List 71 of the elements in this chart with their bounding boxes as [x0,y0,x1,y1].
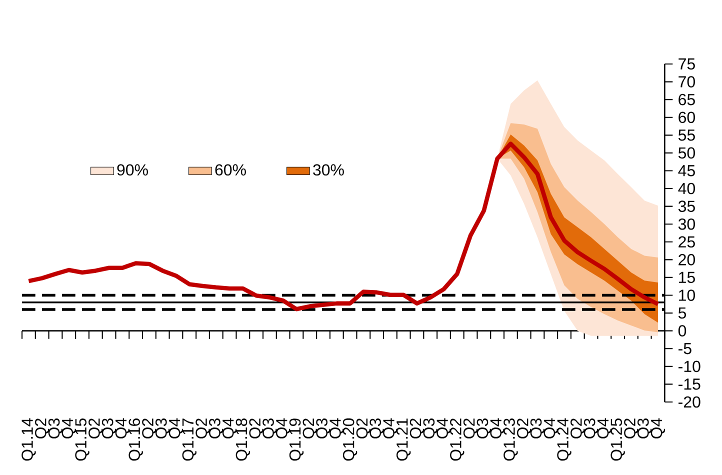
x-tick-label: Q3 [476,418,492,438]
y-tick-label: 70 [678,76,695,88]
x-tick-label: Q2 [356,418,371,438]
x-tick-label: Q1.25 [610,418,625,461]
y-tick-label: 45 [678,165,695,176]
x-tick-label: Q3 [262,418,277,438]
x-tick-label: Q3 [423,418,438,438]
x-tick-label: Q4 [115,418,130,438]
x-tick-label: Q1.20 [342,418,358,461]
legend-label: 30% [313,164,344,176]
y-tick-label: 0 [678,325,686,336]
x-tick-label: Q4 [436,418,451,438]
x-tick-label: Q3 [48,418,63,438]
y-tick-label: 10 [679,290,695,301]
x-tick-label: Q3 [156,418,170,438]
x-tick-label: Q2 [624,418,638,438]
y-tick-label: -10 [678,360,700,372]
x-tick-label: Q3 [209,418,224,438]
y-tick-label: 35 [678,200,695,212]
x-tick-label: Q4 [168,418,184,438]
x-tick-label: Q1.17 [182,418,196,461]
x-tick-label: Q3 [637,418,652,438]
x-tick-label: Q1.24 [557,418,572,461]
x-tick-label: Q1.16 [128,418,143,461]
y-tick-label: 50 [678,147,695,159]
y-tick-label: -20 [678,396,700,408]
legend-label: 60% [215,164,246,176]
y-tick-label: 20 [678,254,695,266]
legend-label: 90% [117,164,148,176]
x-tick-label: Q2 [88,418,103,438]
x-tick-label: Q2 [410,418,424,438]
x-tick-label: Q4 [383,418,398,438]
x-tick-label: Q2 [142,418,156,438]
x-tick-label: Q3 [316,418,330,438]
y-tick-label: 40 [678,182,695,194]
x-tick-label: Q1.14 [22,418,36,461]
x-tick-label: Q2 [35,418,50,438]
x-tick-label: Q3 [102,418,116,438]
x-tick-label: Q1.15 [75,418,90,461]
x-tick-label: Q4 [597,418,612,438]
y-tick-label: -15 [678,378,700,390]
y-tick-label: 30 [678,218,695,230]
y-tick-label: 60 [678,112,695,124]
x-tick-label: Q4 [650,418,666,438]
x-tick-label: Q4 [490,418,504,438]
x-tick-label: Q4 [544,418,558,438]
x-tick-label: Q4 [62,418,76,438]
x-tick-label: Q2 [570,418,585,438]
x-tick-label: Q1.18 [236,418,250,461]
x-tick-label: Q2 [516,418,532,438]
y-tick-label: 65 [678,94,695,106]
x-tick-label: Q3 [584,418,598,438]
y-tick-label: 55 [678,130,695,141]
x-tick-label: Q1.23 [504,418,518,461]
x-tick-label: Q4 [330,418,344,438]
x-tick-label: Q2 [249,418,264,438]
x-tick-label: Q4 [276,418,290,438]
x-tick-label: Q1.21 [396,418,411,461]
y-tick-label: 15 [679,272,695,284]
x-tick-label: Q3 [530,418,545,438]
y-tick-label: 5 [678,307,686,319]
x-tick-label: Q2 [302,418,317,438]
y-tick-label: -5 [678,343,692,354]
x-tick-label: Q2 [196,418,210,438]
y-tick-label: 75 [678,58,695,70]
x-tick-label: Q3 [370,418,384,438]
x-tick-label: Q1.19 [289,418,304,461]
x-tick-label: Q2 [463,418,478,438]
y-tick-label: 25 [678,236,695,248]
x-tick-label: Q4 [222,418,237,438]
x-tick-label: Q1.22 [450,418,464,461]
